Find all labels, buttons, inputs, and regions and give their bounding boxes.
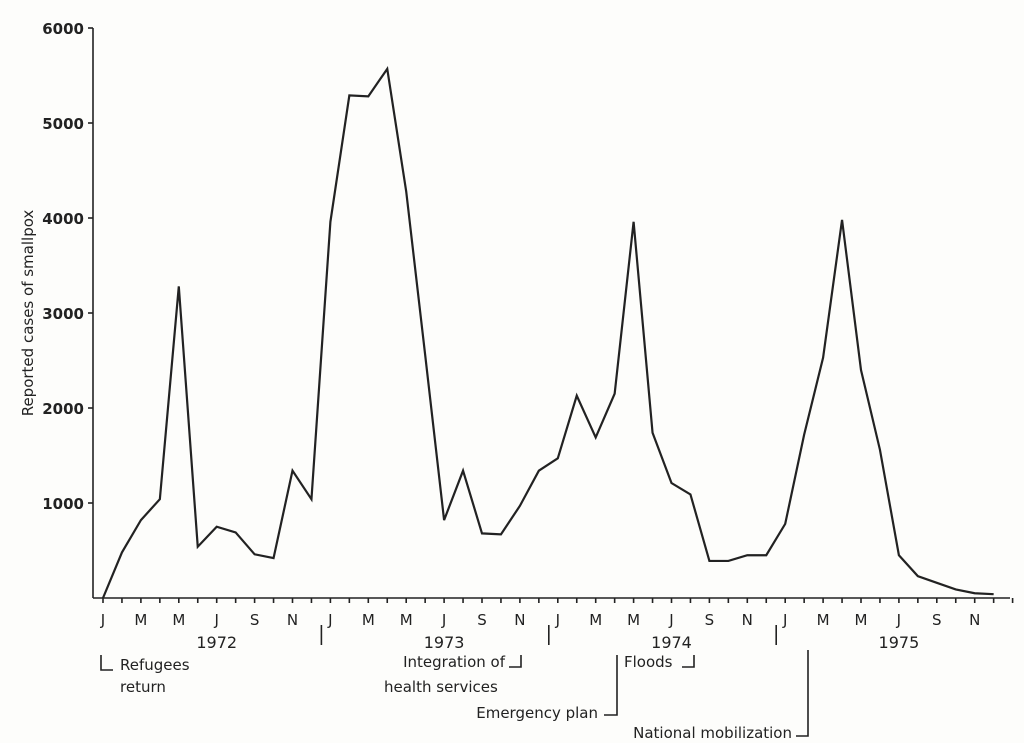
annotation-bracket [100, 655, 113, 671]
x-tick-label: M [855, 611, 868, 629]
x-tick-label: J [100, 611, 105, 629]
annotation-text: return [120, 678, 166, 696]
x-tick-label: J [896, 611, 901, 629]
y-tick-label: 4000 [42, 210, 84, 228]
x-tick-label: N [742, 611, 753, 629]
y-tick-label: 2000 [42, 400, 84, 418]
year-label: 1974 [651, 633, 692, 652]
x-tick-label: M [817, 611, 830, 629]
x-tick-label: J [441, 611, 446, 629]
annotation-text: health services [384, 678, 498, 696]
x-tick-label: M [134, 611, 147, 629]
annotation-text: Floods [624, 653, 673, 671]
x-tick-label: S [932, 611, 942, 629]
x-tick-label: S [705, 611, 715, 629]
y-tick-label: 6000 [42, 20, 84, 38]
x-tick-label: M [400, 611, 413, 629]
x-axis: J M M J S N 1972 J M M J S N 1973 J M M J S N 1974 J M M J S N 1975 [93, 597, 1014, 652]
year-label: 1975 [879, 633, 920, 652]
annotation-bracket [509, 655, 522, 668]
year-label: 1973 [424, 633, 465, 652]
y-tick-label: 5000 [42, 115, 84, 133]
x-tick-label: N [969, 611, 980, 629]
series [101, 65, 994, 599]
y-axis-label: Reported cases of smallpox [19, 210, 37, 417]
annotation-bracket [796, 650, 809, 737]
x-tick-label: N [287, 611, 298, 629]
x-tick-label: M [627, 611, 640, 629]
annotation-text: Refugees [120, 656, 190, 674]
x-tick-label: M [362, 611, 375, 629]
annotation-text: National mobilization [633, 724, 792, 742]
annotation-bracket [682, 655, 695, 668]
x-tick-label: J [555, 611, 560, 629]
x-tick-label: S [477, 611, 487, 629]
x-tick-label: J [213, 611, 218, 629]
x-tick-label: N [514, 611, 525, 629]
year-label: 1972 [196, 633, 237, 652]
y-axis: 1000 2000 3000 4000 5000 6000 [42, 20, 94, 598]
annotations: Refugees return Integration of health servi… [100, 650, 809, 742]
annotation-bracket [604, 655, 618, 716]
x-tick-label: S [250, 611, 260, 629]
x-tick-label: J [327, 611, 332, 629]
annotation-text: Integration of [403, 653, 506, 671]
series-line [101, 65, 994, 599]
y-tick-label: 1000 [42, 495, 84, 513]
x-tick-label: J [668, 611, 673, 629]
annotation-text: Emergency plan [476, 704, 598, 722]
x-tick-label: M [172, 611, 185, 629]
x-tick-label: M [589, 611, 602, 629]
y-tick-label: 3000 [42, 305, 84, 323]
x-tick-label: J [782, 611, 787, 629]
